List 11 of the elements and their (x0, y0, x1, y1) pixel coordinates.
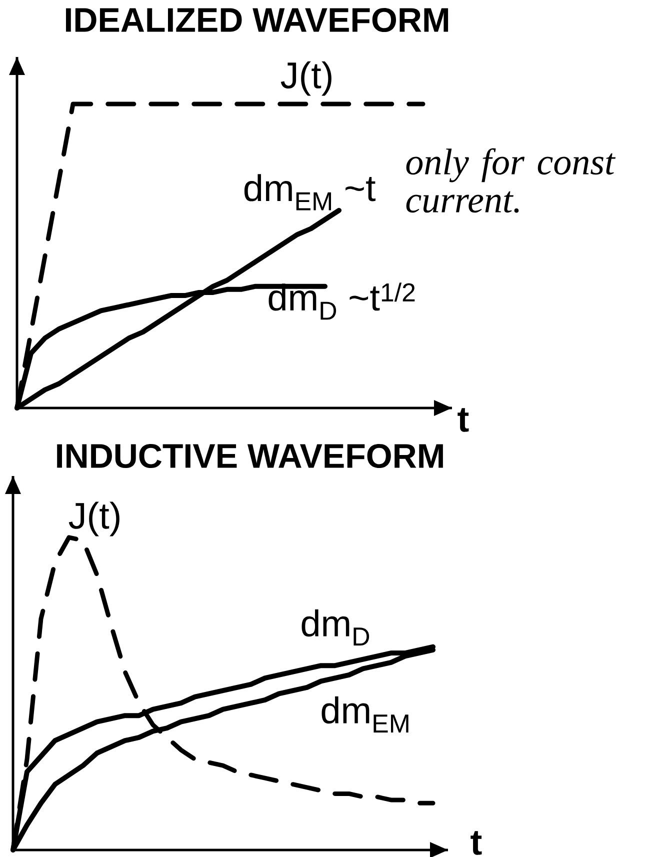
x-axis-title: t (458, 408, 469, 432)
chart-title: INDUCTIVE WAVEFORM (57, 444, 443, 468)
chart-title: IDEALIZED WAVEFORM (66, 8, 448, 32)
series-label: J(t) (280, 61, 332, 96)
series-label: J(t) (68, 502, 120, 536)
x-axis-title: t (470, 831, 482, 855)
series-label: dm$_{D}$ (302, 609, 370, 646)
series-label: dm$_{EM}$ ~t (244, 174, 376, 210)
series-label: dm$_{D}$ ~t$^{1/2}$ (268, 282, 415, 320)
series-label: dm$_{EM}$ (322, 696, 408, 732)
annotation: only for const current. (406, 148, 616, 213)
